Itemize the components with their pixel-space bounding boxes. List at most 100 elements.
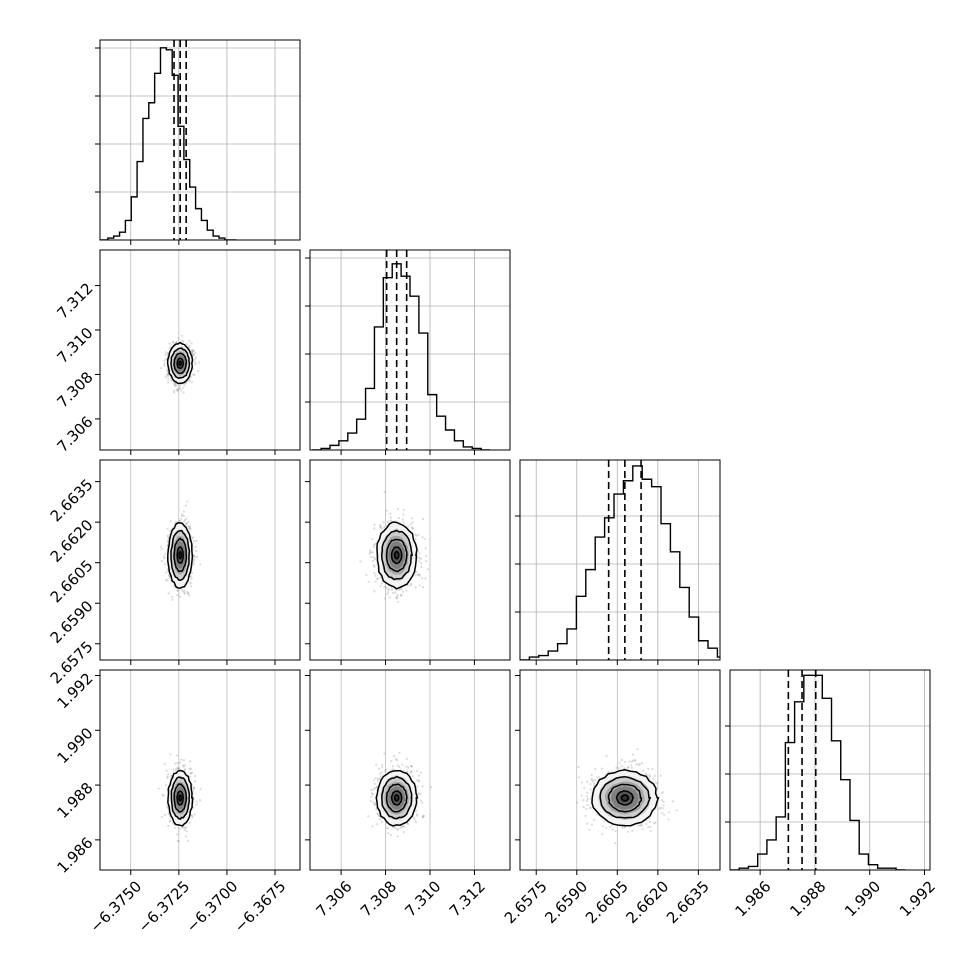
panel-content (341, 670, 474, 870)
scatter-point (381, 766, 383, 768)
scatter-point (373, 527, 375, 529)
scatter-point (163, 364, 165, 366)
scatter-point (411, 517, 413, 519)
scatter-point (397, 594, 399, 596)
scatter-point (193, 540, 195, 542)
scatter-point (200, 788, 202, 790)
scatter-point (166, 777, 168, 779)
scatter-point (195, 356, 197, 358)
scatter-point (370, 789, 372, 791)
scatter-point (188, 344, 190, 346)
scatter-point (398, 752, 400, 754)
scatter-point (182, 764, 184, 766)
scatter-point (418, 573, 420, 575)
scatter-point (196, 801, 198, 803)
scatter-point (176, 754, 178, 756)
scatter-point (359, 560, 361, 562)
scatter-point (189, 760, 191, 762)
histogram-step-2 (520, 466, 736, 660)
scatter-point (195, 540, 197, 542)
scatter-point (402, 519, 404, 521)
scatter-point (165, 376, 167, 378)
scatter-point (405, 589, 407, 591)
scatter-point (191, 577, 193, 579)
scatter-point (175, 768, 177, 770)
scatter-point (165, 784, 167, 786)
scatter-point (668, 811, 670, 813)
scatter-point (430, 786, 432, 788)
scatter-point (392, 765, 394, 767)
scatter-point (401, 764, 403, 766)
scatter-point (373, 590, 375, 592)
scatter-point (421, 802, 423, 804)
scatter-point (415, 586, 417, 588)
scatter-point (192, 373, 194, 375)
scatter-point (406, 770, 408, 772)
scatter-point (179, 762, 181, 764)
scatter-point (414, 818, 416, 820)
scatter-panel-1-0 (95, 250, 300, 455)
histogram-panel-2 (515, 460, 736, 665)
scatter-point (636, 748, 638, 750)
scatter-point (197, 370, 199, 372)
scatter-point (191, 815, 193, 817)
scatter-point (167, 825, 169, 827)
scatter-point (370, 556, 372, 558)
scatter-point (185, 522, 187, 524)
scatter-point (367, 815, 369, 817)
scatter-point (184, 829, 186, 831)
panel-content (131, 250, 275, 450)
scatter-point (163, 360, 165, 362)
scatter-point (177, 840, 179, 842)
scatter-point (374, 575, 376, 577)
scatter-point (386, 827, 388, 829)
scatter-point (395, 758, 397, 760)
scatter-point (424, 578, 426, 580)
scatter-point (194, 780, 196, 782)
panel-content (341, 460, 474, 660)
scatter-point (367, 581, 369, 583)
scatter-point (180, 389, 182, 391)
scatter-point (422, 586, 424, 588)
scatter-point (167, 773, 169, 775)
scatter-point (161, 816, 163, 818)
scatter-point (170, 520, 172, 522)
scatter-point (419, 793, 421, 795)
scatter-point (182, 387, 184, 389)
scatter-point (652, 777, 654, 779)
scatter-point (195, 546, 197, 548)
scatter-point (412, 521, 414, 523)
scatter-point (390, 517, 392, 519)
scatter-point (196, 804, 198, 806)
scatter-point (380, 585, 382, 587)
scatter-point (651, 768, 653, 770)
scatter-point (186, 830, 188, 832)
scatter-point (427, 568, 429, 570)
scatter-point (649, 821, 651, 823)
histogram-panel-0 (95, 40, 300, 245)
scatter-point (379, 773, 381, 775)
scatter-point (576, 801, 578, 803)
scatter-point (183, 759, 185, 761)
scatter-point (383, 753, 385, 755)
scatter-point (194, 813, 196, 815)
scatter-point (160, 546, 162, 548)
scatter-point (416, 786, 418, 788)
scatter-point (370, 795, 372, 797)
scatter-point (390, 760, 392, 762)
scatter-point (421, 577, 423, 579)
scatter-point (380, 775, 382, 777)
scatter-point (389, 596, 391, 598)
scatter-point (169, 820, 171, 822)
scatter-point (183, 592, 185, 594)
scatter-point (416, 770, 418, 772)
scatter-point (578, 776, 580, 778)
scatter-point (163, 794, 165, 796)
scatter-point (397, 828, 399, 830)
scatter-point (161, 548, 163, 550)
scatter-point (403, 826, 405, 828)
scatter-point (199, 799, 201, 801)
scatter-point (375, 777, 377, 779)
scatter-point (397, 835, 399, 837)
scatter-point (397, 764, 399, 766)
